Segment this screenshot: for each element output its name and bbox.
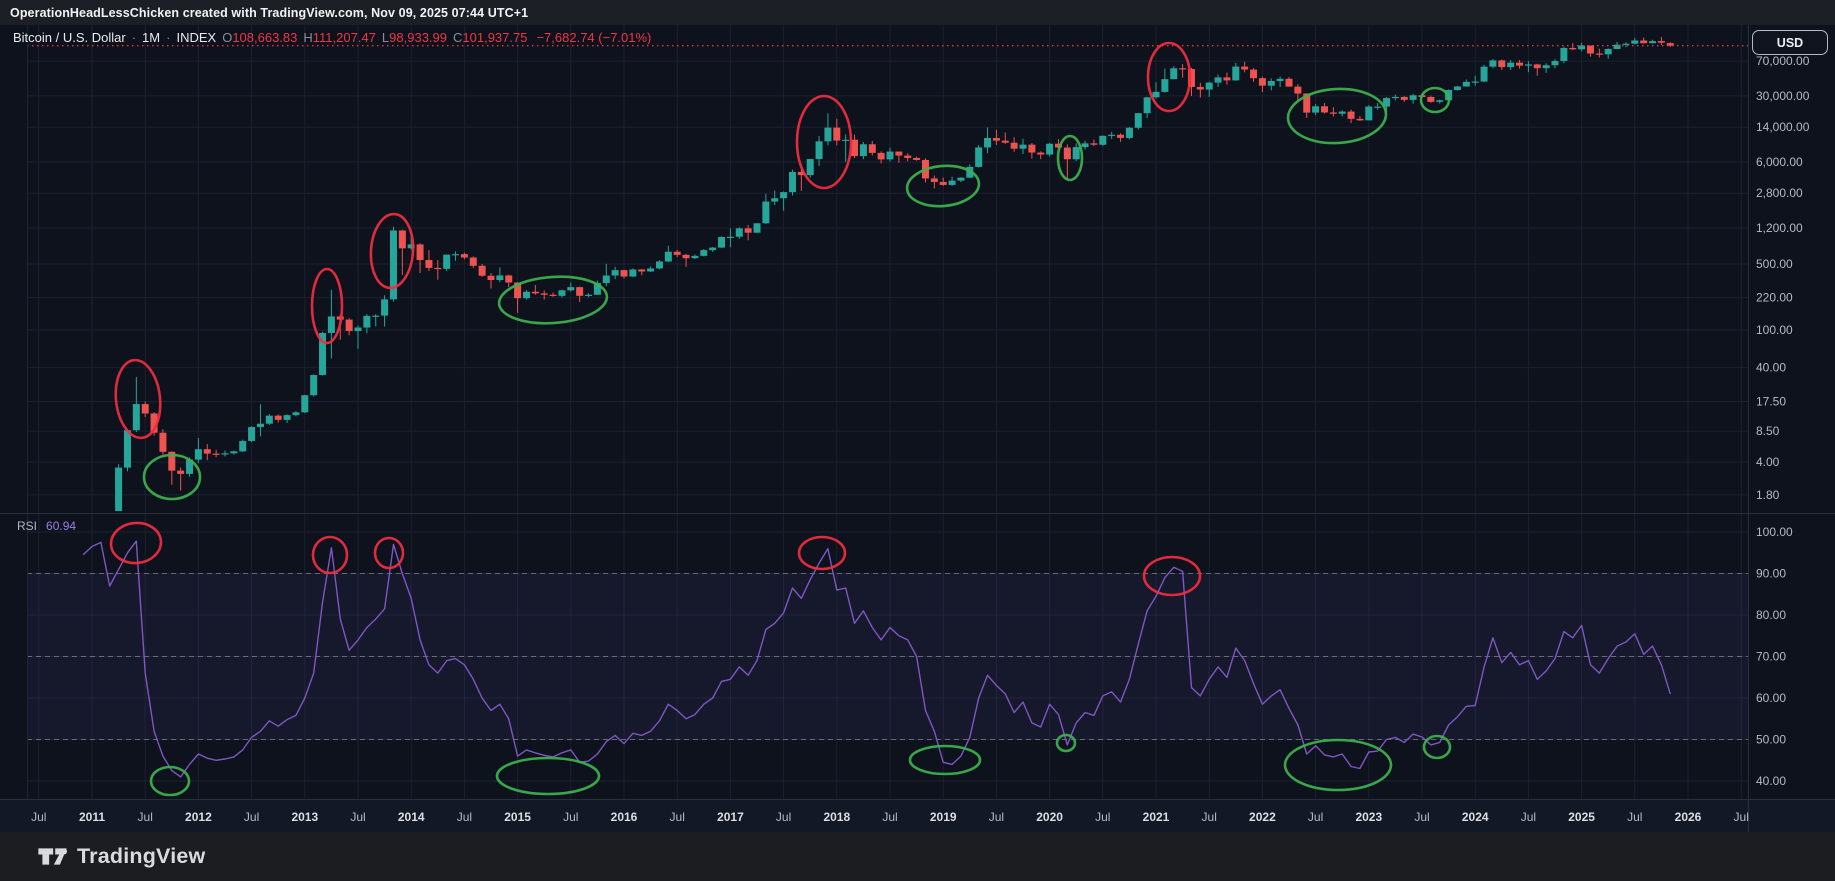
svg-text:2015: 2015 bbox=[504, 810, 531, 824]
symbol-info-bar: Bitcoin / U.S. Dollar · 1M · INDEX O 108… bbox=[13, 30, 651, 45]
svg-text:30,000.00: 30,000.00 bbox=[1756, 89, 1810, 103]
svg-text:Jul: Jul bbox=[1414, 810, 1429, 824]
separator-dot: · bbox=[166, 30, 171, 45]
svg-text:6,000.00: 6,000.00 bbox=[1756, 155, 1803, 169]
svg-text:2014: 2014 bbox=[398, 810, 425, 824]
svg-text:220.00: 220.00 bbox=[1756, 291, 1793, 305]
candles-layer[interactable] bbox=[0, 36, 1674, 812]
time-axis-labels[interactable]: Jul 2011 Jul 2012 Jul 2013 Jul 2014 Jul 2015 Jul 20… bbox=[31, 810, 1749, 824]
annotations-layer bbox=[109, 41, 1452, 797]
svg-text:2019: 2019 bbox=[930, 810, 957, 824]
symbol-title[interactable]: Bitcoin / U.S. Dollar bbox=[13, 30, 126, 45]
close-letter: C bbox=[453, 30, 463, 45]
low-number: 98,933.99 bbox=[389, 30, 447, 45]
svg-text:Jul: Jul bbox=[1521, 810, 1536, 824]
svg-text:2018: 2018 bbox=[823, 810, 850, 824]
svg-text:70.00: 70.00 bbox=[1756, 650, 1786, 664]
svg-text:4.00: 4.00 bbox=[1756, 455, 1780, 469]
svg-text:50.00: 50.00 bbox=[1756, 733, 1786, 747]
svg-text:Jul: Jul bbox=[1627, 810, 1642, 824]
svg-text:2024: 2024 bbox=[1462, 810, 1489, 824]
svg-text:2023: 2023 bbox=[1355, 810, 1382, 824]
price-axis-labels[interactable]: 70,000.00 30,000.00 14,000.00 6,000.00 2,800… bbox=[1756, 54, 1810, 788]
svg-text:Jul: Jul bbox=[776, 810, 791, 824]
tradingview-logo-text[interactable]: TradingView bbox=[77, 844, 206, 868]
grid-layer bbox=[27, 25, 1748, 799]
svg-text:14,000.00: 14,000.00 bbox=[1756, 120, 1810, 134]
open-value: O 108,663.83 bbox=[222, 30, 297, 45]
svg-text:2013: 2013 bbox=[291, 810, 318, 824]
svg-text:2020: 2020 bbox=[1036, 810, 1063, 824]
rsi-line[interactable] bbox=[82, 540, 1671, 778]
svg-text:Jul: Jul bbox=[670, 810, 685, 824]
svg-text:40.00: 40.00 bbox=[1756, 774, 1786, 788]
svg-text:60.00: 60.00 bbox=[1756, 691, 1786, 705]
svg-text:Jul: Jul bbox=[350, 810, 365, 824]
rsi-name[interactable]: RSI bbox=[17, 519, 38, 533]
svg-text:500.00: 500.00 bbox=[1756, 257, 1793, 271]
close-value: C 101,937.75 bbox=[453, 30, 527, 45]
svg-text:2022: 2022 bbox=[1249, 810, 1276, 824]
svg-text:Jul: Jul bbox=[1095, 810, 1110, 824]
rsi-indicator-label: RSI 60.94 bbox=[17, 519, 76, 533]
interval-label[interactable]: 1M bbox=[142, 30, 161, 45]
low-value: L 98,933.99 bbox=[382, 30, 447, 45]
svg-text:2011: 2011 bbox=[79, 810, 105, 824]
svg-text:90.00: 90.00 bbox=[1756, 567, 1786, 581]
watermark-text: OperationHeadLessChicken created with Tr… bbox=[10, 5, 529, 20]
svg-text:Jul: Jul bbox=[882, 810, 897, 824]
svg-text:40.00: 40.00 bbox=[1756, 361, 1786, 375]
tradingview-logo-icon[interactable] bbox=[37, 846, 68, 867]
svg-text:2017: 2017 bbox=[717, 810, 744, 824]
separators bbox=[0, 25, 1835, 832]
change-value: −7,682.74 (−7.01%) bbox=[536, 30, 652, 45]
svg-text:Jul: Jul bbox=[1734, 810, 1749, 824]
svg-text:17.50: 17.50 bbox=[1756, 395, 1786, 409]
svg-text:70,000.00: 70,000.00 bbox=[1756, 54, 1810, 68]
footer-bar: TradingView bbox=[0, 832, 1835, 881]
separator-dot: · bbox=[131, 30, 137, 45]
low-letter: L bbox=[381, 30, 390, 45]
svg-text:Jul: Jul bbox=[1202, 810, 1217, 824]
svg-text:Jul: Jul bbox=[138, 810, 153, 824]
rsi-band-layer bbox=[27, 573, 1748, 740]
svg-text:1.80: 1.80 bbox=[1756, 488, 1780, 502]
svg-text:2012: 2012 bbox=[185, 810, 212, 824]
svg-text:Jul: Jul bbox=[244, 810, 259, 824]
svg-text:Jul: Jul bbox=[563, 810, 578, 824]
svg-text:Jul: Jul bbox=[989, 810, 1004, 824]
svg-text:Jul: Jul bbox=[31, 810, 46, 824]
watermark-bar: OperationHeadLessChicken created with Tr… bbox=[0, 0, 1835, 25]
time-axis-strip[interactable] bbox=[0, 800, 1835, 832]
open-letter: O bbox=[222, 30, 233, 45]
svg-text:2021: 2021 bbox=[1143, 810, 1170, 824]
svg-text:2016: 2016 bbox=[611, 810, 638, 824]
high-letter: H bbox=[303, 30, 313, 45]
exchange-label[interactable]: INDEX bbox=[176, 30, 217, 45]
svg-text:2,800.00: 2,800.00 bbox=[1756, 186, 1803, 200]
svg-text:80.00: 80.00 bbox=[1756, 608, 1786, 622]
svg-text:100.00: 100.00 bbox=[1756, 323, 1793, 337]
svg-text:2026: 2026 bbox=[1675, 810, 1702, 824]
open-number: 108,663.83 bbox=[232, 30, 298, 45]
rsi-value: 60.94 bbox=[46, 519, 77, 533]
svg-text:100.00: 100.00 bbox=[1756, 525, 1793, 539]
svg-text:1,200.00: 1,200.00 bbox=[1756, 221, 1803, 235]
svg-text:Jul: Jul bbox=[1308, 810, 1323, 824]
svg-text:8.50: 8.50 bbox=[1756, 424, 1780, 438]
currency-usd-button[interactable]: USD bbox=[1752, 30, 1828, 55]
svg-text:2025: 2025 bbox=[1568, 810, 1595, 824]
high-number: 111,207.47 bbox=[312, 30, 376, 45]
close-number: 101,937.75 bbox=[462, 30, 528, 45]
high-value: H 111,207.47 bbox=[303, 30, 376, 45]
svg-text:Jul: Jul bbox=[457, 810, 472, 824]
